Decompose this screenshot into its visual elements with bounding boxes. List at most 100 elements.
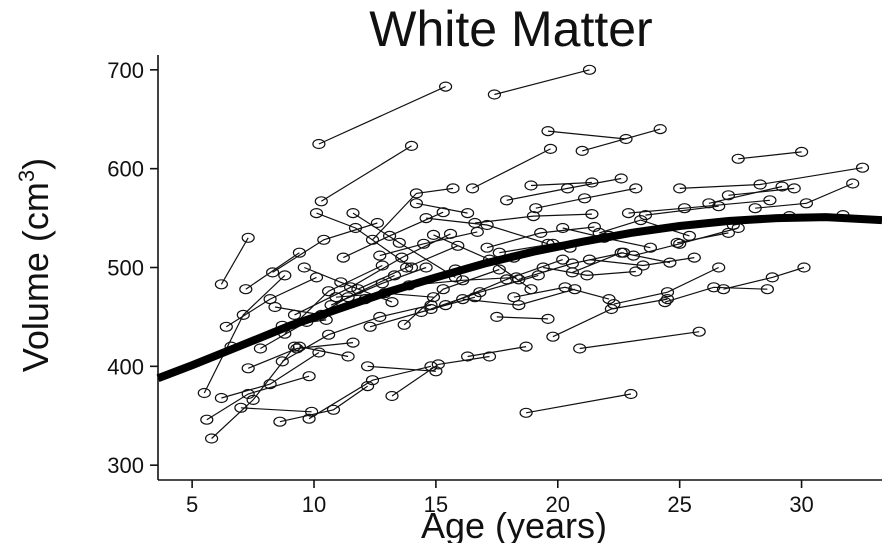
subject-line [221,351,320,399]
data-point [582,64,597,75]
subject-trajectory [702,181,789,209]
y-tick-label: 600 [107,157,144,182]
data-point [687,252,701,263]
subject-trajectory [234,402,319,417]
subject-line [279,385,368,423]
data-point [348,222,363,234]
data-point [278,270,292,281]
subject-trajectory [241,337,360,374]
x-tick-label: 30 [789,492,813,517]
x-tick-label: 20 [546,492,570,517]
data-point [846,178,860,189]
data-point [536,262,550,273]
data-point [314,196,328,207]
data-point [765,272,779,283]
subject-line [211,346,295,439]
subject-trajectory [312,81,453,150]
subject-trajectory [385,351,497,402]
x-axis-label: Age (years) [421,505,607,543]
data-point [670,237,684,248]
data-point [404,140,419,151]
subject-trajectory [524,177,599,191]
data-point [541,126,555,137]
data-point [424,303,438,315]
subject-trajectory [361,361,443,377]
data-point [373,311,387,322]
data-point [236,309,250,320]
data-point [363,321,377,332]
data-point [317,234,331,245]
data-point [614,173,628,184]
data-point [541,313,555,324]
data-point [607,299,621,310]
data-point [400,262,414,273]
data-point [629,266,643,277]
subject-line [203,274,286,394]
data-point [712,262,726,273]
data-point [524,180,538,191]
data-point [624,388,638,400]
subject-trajectory [621,195,777,219]
data-point [490,311,504,322]
subject-trajectory [490,311,555,324]
subject-line [723,266,805,290]
subject-line [664,286,768,303]
subject-trajectory [716,262,811,295]
subject-line [474,213,592,224]
data-point [585,177,599,188]
subject-trajectory [275,300,438,367]
data-point [692,326,706,337]
subject-line [677,232,729,244]
subject-trajectory [670,227,736,248]
data-point [385,297,399,308]
data-point [246,394,260,405]
data-point [753,179,767,190]
subject-line [486,226,595,249]
subject-line [316,212,412,268]
subject-line [708,185,783,204]
data-point [775,181,789,192]
data-point [456,294,470,305]
data-point [302,371,316,382]
data-point [509,272,523,283]
subject-line [738,151,802,160]
data-point [487,89,501,100]
subject-trajectory [541,126,633,145]
data-point [214,392,228,404]
subject-trajectory [546,294,675,342]
data-point [385,390,399,402]
data-point [253,343,267,354]
data-point [409,188,423,199]
data-point [519,407,533,418]
data-point [446,183,460,194]
data-point [512,300,526,311]
subject-line [220,237,249,285]
subject-line [518,252,624,280]
data-point [470,226,484,237]
data-point [636,260,650,271]
x-tick-label: 10 [302,492,326,517]
subject-trajectory [480,221,602,253]
data-point [370,217,384,229]
subject-trajectory [292,341,355,362]
subject-trajectory [239,247,306,295]
x-tick-label: 25 [667,492,691,517]
data-point [292,341,306,352]
subject-line [282,304,432,362]
data-point [205,433,219,444]
subject-line [755,182,853,209]
subject-trajectory [266,217,384,278]
data-point [716,284,731,295]
data-point [855,162,870,173]
y-tick-label: 400 [107,354,144,379]
subject-trajectory [373,226,484,261]
data-point [480,219,494,231]
data-point [329,292,343,303]
subject-line [426,217,549,245]
subject-trajectory [731,146,809,164]
subject-line [513,286,610,300]
data-point [419,213,433,224]
subject-trajectory [363,292,482,332]
subject-line [240,407,312,413]
